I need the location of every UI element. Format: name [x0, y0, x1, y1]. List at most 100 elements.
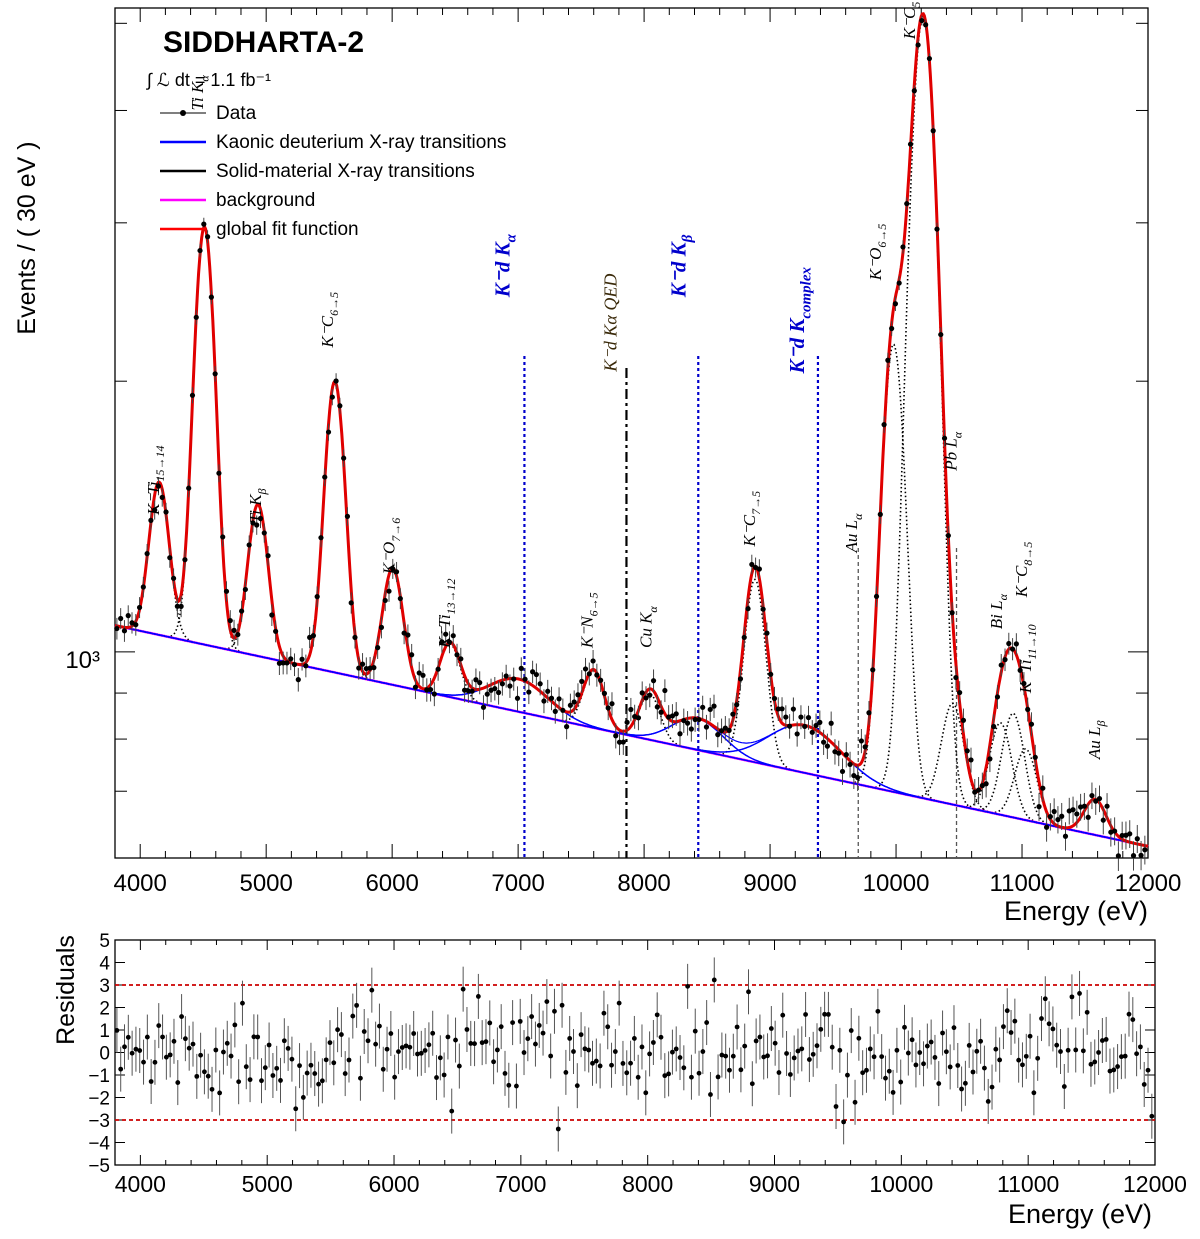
residual-point: [141, 1059, 146, 1065]
residual-point: [479, 1040, 485, 1046]
data-point: [926, 55, 933, 62]
data-point: [1127, 831, 1133, 837]
data-point: [239, 608, 245, 614]
residual-point: [879, 1054, 885, 1060]
residual-point: [251, 1034, 257, 1040]
residual-point: [186, 1045, 192, 1051]
residual-point: [662, 1073, 668, 1079]
residual-point: [354, 1002, 360, 1008]
data-point: [193, 314, 199, 320]
data-point: [957, 689, 963, 696]
data-point: [798, 714, 804, 720]
residual-point: [1084, 1009, 1090, 1015]
residual-y-tick-label: 0: [99, 1044, 110, 1065]
residual-point: [445, 1034, 451, 1040]
residual-point: [1092, 1059, 1098, 1065]
solid-material-peak: [220, 503, 297, 665]
residual-point: [194, 1073, 200, 1079]
residual-point: [985, 1099, 991, 1104]
data-point: [318, 535, 324, 541]
data-point: [246, 542, 252, 548]
residual-x-axis-label: Energy (eV): [1008, 1199, 1152, 1229]
data-point: [862, 744, 868, 750]
data-point: [310, 633, 317, 639]
data-point: [356, 665, 362, 671]
data-point: [220, 534, 226, 540]
data-point: [560, 707, 566, 713]
residual-point: [342, 1071, 348, 1076]
data-point: [469, 688, 475, 694]
data-point: [397, 595, 403, 602]
data-point: [839, 768, 846, 775]
data-point: [499, 681, 505, 687]
residual-point: [917, 1050, 923, 1055]
residual-point: [278, 1078, 283, 1083]
solid-material-peak: [850, 343, 937, 802]
residual-point: [369, 987, 375, 993]
residual-points: [114, 957, 1155, 1152]
data-point: [923, 22, 929, 28]
residual-point: [795, 1048, 801, 1054]
residual-point: [144, 1034, 150, 1040]
data-point: [620, 739, 626, 745]
residual-point: [780, 1012, 786, 1018]
data-point: [507, 683, 513, 689]
residual-point: [905, 1050, 911, 1056]
residual-point: [468, 1041, 474, 1046]
residual-point: [791, 1055, 797, 1061]
residual-point: [757, 1034, 763, 1040]
residual-point: [202, 1069, 207, 1075]
residual-point: [578, 1032, 584, 1038]
residual-point: [533, 1041, 538, 1047]
residual-point: [1134, 1051, 1140, 1057]
data-point: [700, 704, 706, 710]
residual-point: [247, 1077, 253, 1083]
main-x-axis-label: Energy (eV): [1004, 896, 1148, 926]
data-point: [1085, 814, 1091, 820]
main-plot-frame: [114, 7, 1149, 859]
residual-point: [1126, 1011, 1132, 1017]
data-point: [669, 713, 676, 719]
residual-point: [997, 1057, 1003, 1063]
residual-x-tick-label: 7000: [495, 1171, 546, 1197]
residual-point: [1020, 1062, 1025, 1068]
data-point: [1059, 813, 1065, 819]
data-point: [681, 717, 687, 724]
data-point: [178, 603, 184, 609]
residual-point: [620, 1061, 626, 1066]
data-point: [261, 530, 267, 536]
residual-point: [962, 1080, 968, 1086]
residual-point: [163, 1054, 169, 1060]
residual-point: [715, 1074, 721, 1080]
residual-y-tick-label: −1: [88, 1066, 110, 1087]
residual-point: [1145, 1067, 1151, 1073]
data-point: [598, 677, 604, 683]
data-point: [325, 429, 332, 435]
main-x-tick-label: 10000: [863, 870, 930, 897]
residual-point: [1046, 1021, 1052, 1027]
residual-point: [441, 1072, 447, 1078]
residual-point: [723, 1053, 729, 1059]
residual-point: [243, 1064, 249, 1070]
residual-x-tick-label: 4000: [115, 1171, 166, 1197]
data-point: [662, 687, 668, 694]
residual-point: [228, 1053, 234, 1059]
data-point: [692, 716, 698, 723]
residual-point: [1111, 1067, 1117, 1073]
residual-point: [426, 1042, 432, 1048]
data-point: [545, 688, 551, 694]
data-point: [613, 733, 619, 739]
residual-point: [392, 1074, 398, 1080]
data-point: [775, 706, 781, 712]
data-point: [359, 661, 366, 667]
peak-label: Cu Kα: [637, 606, 660, 648]
data-point: [703, 724, 710, 730]
residual-point: [624, 1070, 630, 1076]
data-point: [140, 584, 146, 590]
residual-point: [1050, 1026, 1056, 1032]
residual-point: [552, 1008, 557, 1014]
residual-point: [643, 1090, 649, 1096]
data-point: [231, 627, 237, 633]
legend-item: global fit function: [160, 219, 359, 240]
data-point: [715, 732, 721, 738]
